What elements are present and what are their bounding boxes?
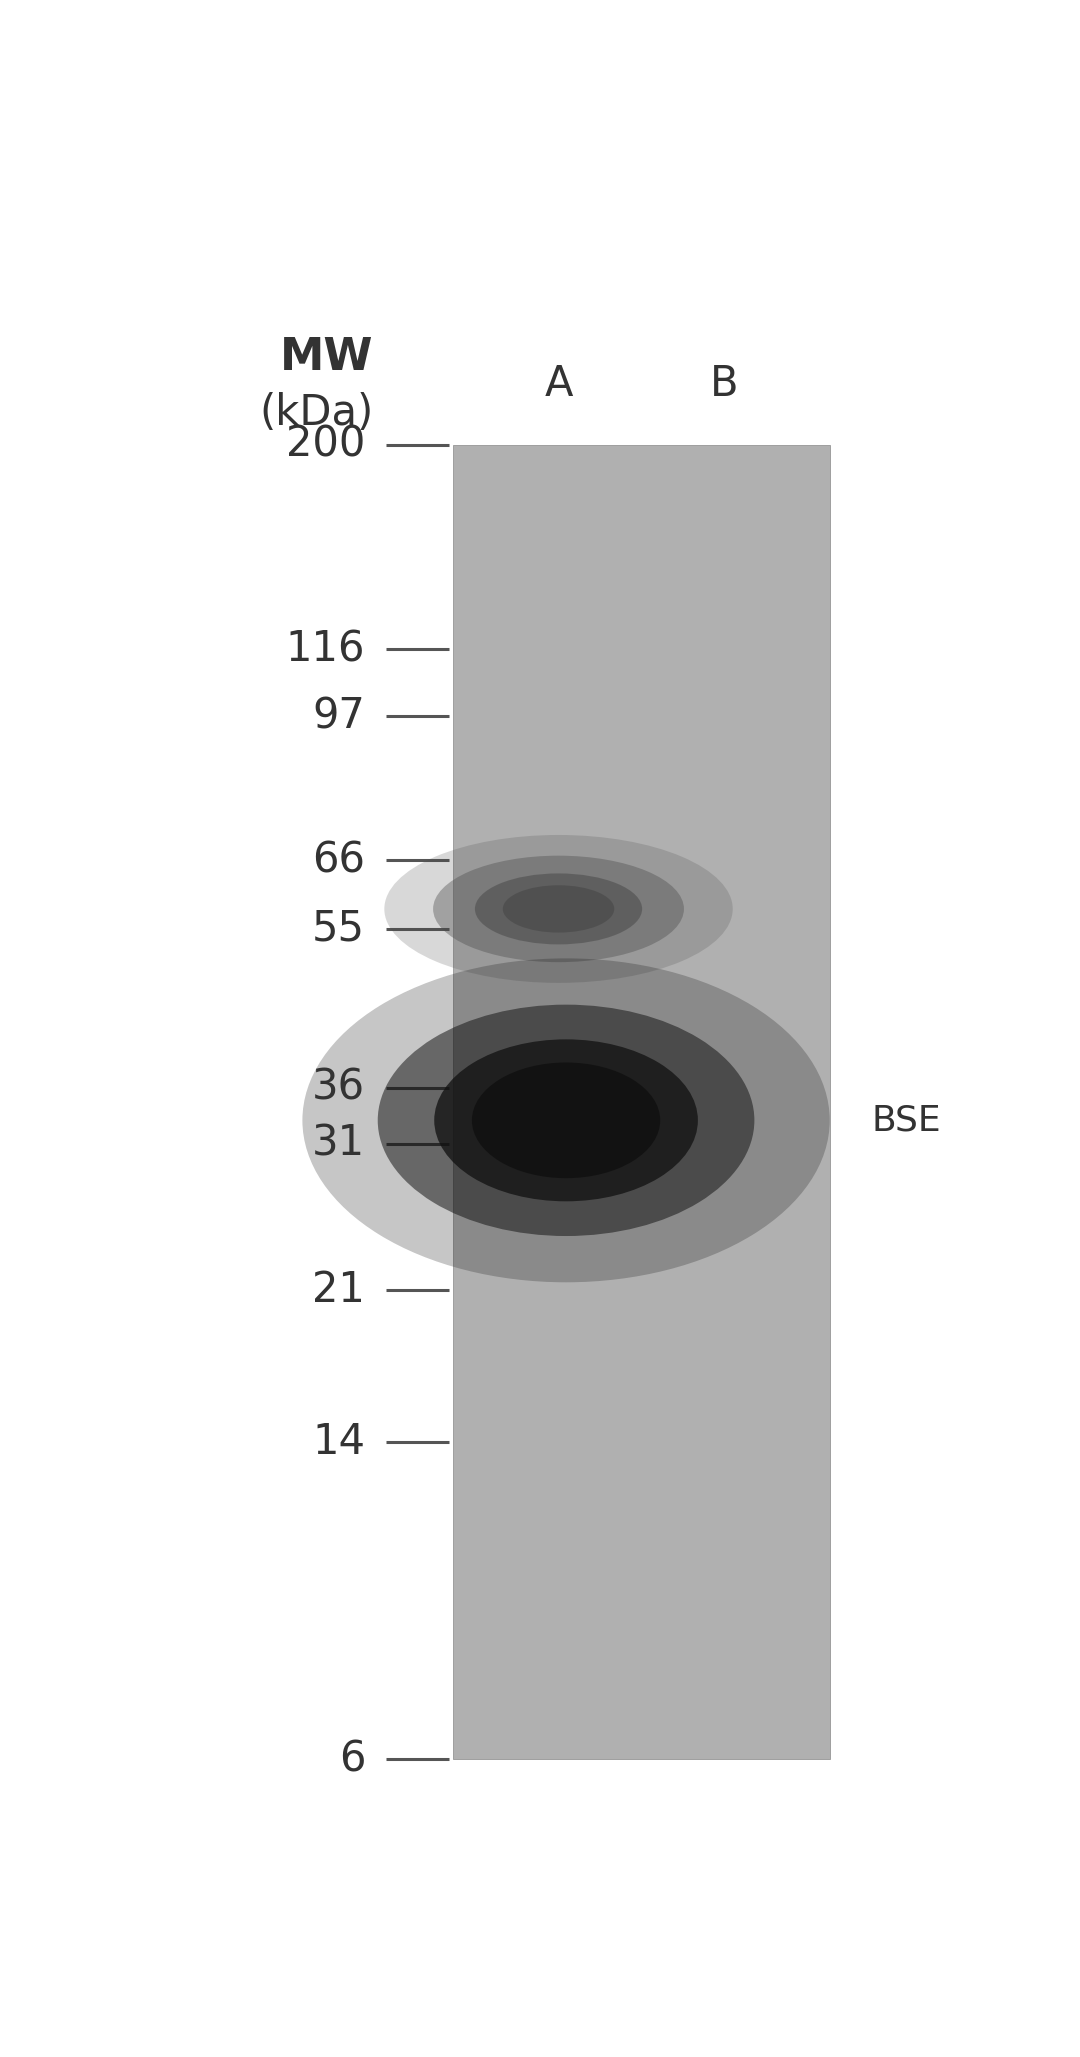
Text: BSE: BSE (872, 1103, 941, 1138)
Text: 21: 21 (312, 1269, 365, 1310)
Ellipse shape (433, 856, 684, 963)
Ellipse shape (378, 1004, 755, 1236)
Text: B: B (710, 364, 739, 405)
Ellipse shape (503, 885, 615, 932)
Text: 97: 97 (312, 695, 365, 736)
Text: 116: 116 (286, 627, 365, 671)
Ellipse shape (475, 874, 643, 944)
Text: 14: 14 (312, 1421, 365, 1463)
Text: A: A (544, 364, 572, 405)
Text: 31: 31 (312, 1123, 365, 1164)
Ellipse shape (434, 1039, 698, 1201)
Bar (454, 444, 829, 1759)
Text: MW: MW (280, 335, 374, 378)
Text: 200: 200 (286, 424, 365, 465)
Text: (kDa): (kDa) (259, 393, 374, 434)
Ellipse shape (384, 835, 732, 983)
Text: 55: 55 (312, 907, 365, 950)
Text: 6: 6 (339, 1738, 365, 1781)
Text: 36: 36 (312, 1068, 365, 1109)
Ellipse shape (472, 1063, 660, 1179)
Ellipse shape (302, 959, 829, 1282)
Text: 66: 66 (312, 839, 365, 882)
